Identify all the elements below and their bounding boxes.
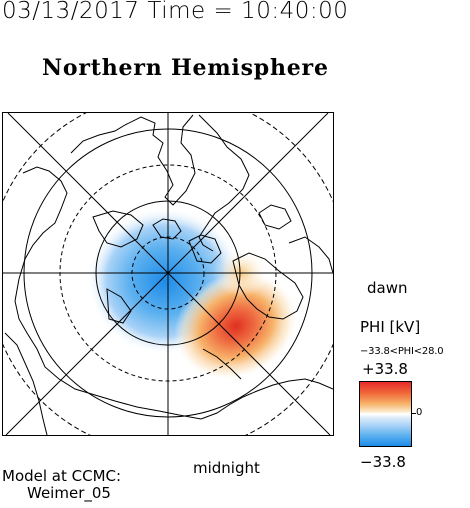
model-name: Weimer_05 xyxy=(27,484,111,502)
model-credit: Model at CCMC: xyxy=(2,467,122,485)
colorbar-min-label: −33.8 xyxy=(360,453,406,471)
colorbar-zero-label: 0 xyxy=(416,407,423,418)
polar-map xyxy=(3,113,333,435)
timestamp: 03/13/2017 Time = 10:40:00 xyxy=(2,0,349,24)
local-time-lines xyxy=(3,113,333,435)
midnight-label: midnight xyxy=(193,459,260,477)
colorbar xyxy=(359,381,412,447)
colorbar-title: PHI [kV] xyxy=(360,318,421,336)
coastlines xyxy=(4,114,333,435)
colorbar-range: −33.8<PHI<28.0 xyxy=(360,346,444,357)
dawn-label: dawn xyxy=(367,279,408,297)
colorbar-max-label: +33.8 xyxy=(362,360,408,378)
positive-potential-cell xyxy=(173,271,299,381)
plot-title: Northern Hemisphere xyxy=(42,55,329,81)
polar-map-frame xyxy=(2,112,334,436)
colorbar-zero-tick xyxy=(412,413,416,414)
